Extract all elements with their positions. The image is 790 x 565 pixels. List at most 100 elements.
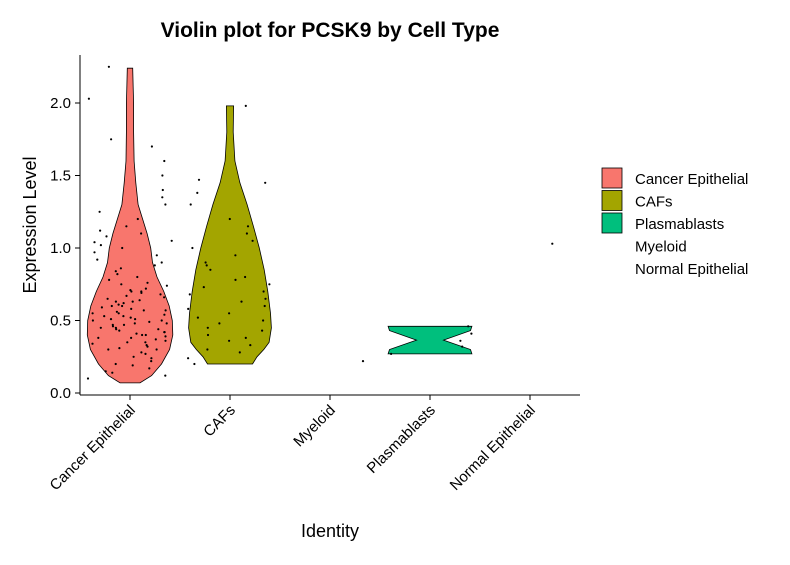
data-point — [470, 332, 473, 335]
data-point — [111, 371, 114, 374]
data-point — [140, 351, 143, 354]
data-point — [107, 348, 110, 351]
data-point — [246, 225, 250, 228]
data-point — [153, 264, 156, 267]
data-point — [109, 318, 113, 321]
data-point — [228, 217, 231, 221]
data-point — [141, 333, 144, 337]
legend-swatch-plasmablasts — [601, 212, 623, 234]
data-point — [130, 336, 133, 339]
data-point — [150, 357, 153, 360]
data-point — [163, 159, 166, 163]
data-point — [134, 318, 137, 321]
data-point — [160, 319, 163, 322]
y-tick-label: 2.0 — [50, 95, 71, 112]
data-point — [144, 287, 147, 290]
data-point — [93, 251, 96, 254]
data-point — [244, 104, 247, 107]
data-point — [206, 348, 209, 351]
data-point — [461, 345, 464, 348]
data-point — [146, 281, 149, 284]
data-point — [144, 352, 147, 355]
data-point — [126, 341, 129, 344]
legend-label-plasmablasts: Plasmablasts — [635, 216, 724, 233]
data-point — [268, 283, 271, 286]
data-point — [163, 313, 166, 316]
data-point — [118, 347, 121, 350]
data-point — [361, 360, 365, 363]
data-point — [138, 299, 141, 302]
y-tick-label: 1.5 — [50, 168, 71, 185]
data-point — [122, 315, 125, 318]
x-tick-label-normal-epithelial: Normal Epithelial — [447, 402, 539, 494]
data-point — [100, 306, 103, 309]
data-point — [228, 339, 231, 342]
data-point — [261, 329, 264, 332]
data-point — [86, 377, 90, 380]
data-point — [135, 332, 138, 335]
data-point — [165, 284, 168, 287]
legend-swatch-cancer-epithelial — [601, 167, 623, 189]
data-point — [244, 336, 247, 339]
y-tick-label: 0.0 — [50, 385, 71, 402]
data-point — [263, 304, 266, 308]
data-point — [125, 294, 128, 297]
data-point — [108, 278, 111, 281]
data-point — [157, 328, 160, 331]
legend: Cancer Epithelial CAFs Plasmablasts Myeloid… — [601, 167, 748, 278]
data-point — [114, 300, 117, 303]
data-point — [114, 270, 117, 273]
violin-cafs — [188, 105, 272, 365]
data-point — [103, 315, 106, 318]
y-tick-label: 0.5 — [50, 313, 71, 330]
data-point — [136, 217, 139, 221]
data-point — [164, 203, 167, 206]
data-point — [189, 203, 192, 206]
data-point — [99, 244, 102, 247]
violin-cancer-epithelial — [86, 67, 174, 384]
data-point — [228, 312, 231, 315]
data-point — [114, 326, 117, 329]
data-point — [161, 188, 164, 192]
data-point — [188, 293, 191, 296]
legend-label-normal-epithelial: Normal Epithelial — [635, 261, 748, 278]
data-point — [121, 246, 124, 250]
data-point — [96, 258, 99, 261]
data-point — [197, 178, 201, 181]
data-point — [164, 335, 167, 338]
data-point — [164, 339, 167, 342]
data-point — [98, 210, 101, 213]
data-point — [148, 367, 151, 370]
data-point — [144, 333, 147, 337]
data-point — [264, 297, 267, 300]
legend-swatch-cafs — [601, 190, 623, 211]
data-point — [148, 320, 151, 323]
data-point — [130, 307, 133, 310]
x-tick-label-myeloid: Myeloid — [290, 402, 339, 451]
y-tick-label: 1.0 — [50, 240, 71, 257]
data-point — [459, 339, 462, 342]
x-tick-label-cancer-epithelial: Cancer Epithelial — [47, 402, 139, 494]
data-point — [154, 338, 157, 341]
data-point — [234, 254, 237, 257]
data-point — [107, 65, 110, 68]
data-point — [249, 344, 252, 347]
data-point — [129, 316, 132, 319]
data-point — [164, 374, 167, 377]
data-point — [163, 296, 166, 299]
data-point — [187, 307, 190, 310]
data-point — [218, 322, 221, 325]
data-point — [191, 246, 194, 250]
legend-label-cancer-epithelial: Cancer Epithelial — [635, 171, 748, 188]
data-point — [204, 261, 207, 264]
data-point — [170, 239, 173, 242]
data-point — [164, 309, 167, 312]
data-point — [132, 355, 135, 358]
x-tick-label-cafs: CAFs — [200, 402, 239, 441]
data-point — [187, 357, 190, 360]
data-point — [111, 323, 114, 326]
data-point — [140, 290, 143, 293]
data-point — [551, 242, 554, 245]
